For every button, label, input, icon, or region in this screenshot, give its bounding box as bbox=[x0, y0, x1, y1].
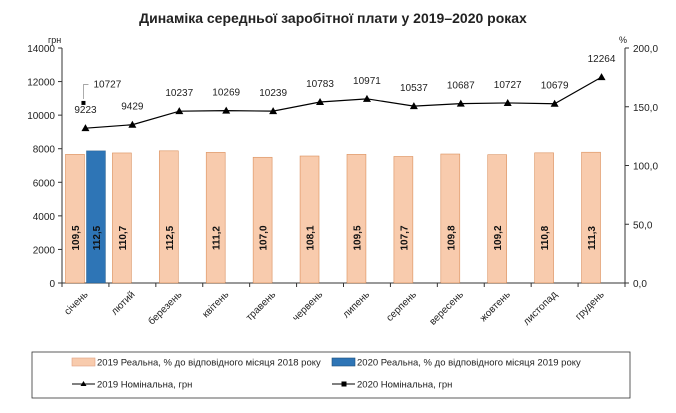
x-tick-label: грудень bbox=[573, 289, 606, 322]
left-tick-label: 6000 bbox=[33, 178, 56, 189]
bar-2019 bbox=[440, 153, 461, 284]
line-2019-nominal bbox=[85, 76, 602, 129]
x-tick-label: серпень bbox=[384, 289, 419, 324]
right-tick-label: 150,0 bbox=[633, 103, 658, 114]
line-2019-data-label: 10239 bbox=[259, 88, 287, 99]
bar-2019 bbox=[299, 155, 320, 284]
line-2019-marker bbox=[316, 97, 325, 105]
legend-box bbox=[31, 351, 631, 399]
bar-2019 bbox=[112, 152, 132, 284]
left-tick-label: 4000 bbox=[33, 212, 56, 223]
bar-data-label: 109,2 bbox=[493, 225, 504, 250]
legend-swatch bbox=[71, 357, 96, 367]
line-2019-marker bbox=[503, 98, 512, 106]
bar-2020 bbox=[86, 150, 106, 284]
line-2020-data-label: 10727 bbox=[93, 80, 121, 91]
bar-data-label: 107,0 bbox=[259, 225, 270, 250]
x-tick-label: травень bbox=[244, 289, 278, 323]
legend-swatch bbox=[331, 357, 356, 367]
bar-data-label: 112,5 bbox=[92, 225, 103, 250]
bar-2019 bbox=[158, 150, 179, 284]
right-axis-unit: % bbox=[619, 35, 627, 45]
x-tick-label: лютий bbox=[109, 289, 137, 317]
right-tick-label: 0,0 bbox=[633, 279, 647, 290]
right-tick-label: 200,0 bbox=[633, 44, 658, 55]
legend-label: 2019 Номінальна, грн bbox=[97, 380, 192, 391]
bar-data-label: 109,5 bbox=[71, 225, 82, 250]
bar-2019 bbox=[487, 154, 508, 284]
x-tick-label: січень bbox=[62, 289, 90, 317]
line-2019-marker bbox=[222, 106, 231, 114]
legend-square-marker bbox=[341, 381, 347, 387]
bar-data-label: 110,8 bbox=[540, 225, 551, 250]
bar-2019 bbox=[205, 152, 226, 284]
left-tick-label: 0 bbox=[49, 279, 55, 290]
line-2019-data-label: 10269 bbox=[212, 88, 240, 99]
x-tick-label: жовтень bbox=[478, 289, 513, 324]
x-tick-label: квітень bbox=[200, 289, 231, 320]
line-2019-data-label: 10727 bbox=[494, 80, 522, 91]
line-2019-marker bbox=[269, 107, 278, 115]
left-tick-label: 10000 bbox=[27, 111, 55, 122]
line-2019-data-label: 10971 bbox=[353, 76, 381, 87]
bar-data-label: 111,2 bbox=[212, 226, 223, 250]
bar-2019 bbox=[252, 156, 273, 284]
bar-data-label: 111,3 bbox=[587, 226, 598, 250]
bar-data-label: 112,5 bbox=[165, 225, 176, 250]
line-2019-data-label: 10537 bbox=[400, 83, 428, 94]
line-2019-data-label: 10783 bbox=[306, 79, 334, 90]
line-2019-marker bbox=[456, 99, 465, 107]
line-2019-data-label: 10237 bbox=[165, 88, 193, 99]
bar-2019 bbox=[393, 156, 414, 284]
bar-data-label: 109,5 bbox=[352, 225, 363, 250]
legend-label: 2020 Номінальна, грн bbox=[357, 380, 452, 391]
x-tick-label: вересень bbox=[428, 289, 466, 327]
left-tick-label: 8000 bbox=[33, 145, 56, 156]
line-2020-marker bbox=[81, 100, 86, 105]
line-2019-marker bbox=[597, 73, 606, 81]
line-2019-marker bbox=[362, 94, 371, 102]
line-2019-marker bbox=[550, 99, 559, 107]
bar-data-label: 108,1 bbox=[306, 225, 317, 250]
left-axis-unit: грн bbox=[48, 35, 61, 45]
line-2019-data-label: 10679 bbox=[541, 81, 569, 92]
x-tick-label: липень bbox=[341, 289, 372, 320]
legend-label: 2020 Реальна, % до відповідного місяця 2… bbox=[357, 358, 581, 369]
line-2019-data-label: 9429 bbox=[121, 102, 144, 113]
line-2019-data-label: 10687 bbox=[447, 81, 475, 92]
right-tick-label: 50,0 bbox=[633, 220, 653, 231]
bar-data-label: 109,8 bbox=[446, 225, 457, 250]
bar-data-label: 110,7 bbox=[118, 225, 129, 250]
x-tick-label: листопад bbox=[521, 289, 559, 327]
line-2019-data-label: 12264 bbox=[588, 54, 616, 65]
line-2019-data-label: 9223 bbox=[74, 105, 97, 116]
line-2019-marker bbox=[128, 120, 137, 128]
line-2019-marker bbox=[175, 107, 184, 115]
right-tick-label: 100,0 bbox=[633, 162, 658, 173]
left-tick-label: 2000 bbox=[33, 245, 56, 256]
data-label-leader bbox=[83, 84, 89, 99]
x-tick-label: березень bbox=[146, 289, 185, 328]
bar-2019 bbox=[346, 154, 367, 284]
line-2019-marker bbox=[409, 102, 418, 110]
legend-label: 2019 Реальна, % до відповідного місяця 2… bbox=[97, 358, 321, 369]
bar-data-label: 107,7 bbox=[399, 225, 410, 250]
bar-2019 bbox=[581, 151, 601, 284]
chart-title: Динаміка середньої заробітної плати у 20… bbox=[139, 10, 527, 26]
left-tick-label: 14000 bbox=[27, 44, 55, 55]
x-tick-label: червень bbox=[291, 289, 326, 324]
legend-triangle-marker bbox=[80, 381, 87, 386]
bar-2019 bbox=[65, 154, 85, 284]
left-tick-label: 12000 bbox=[27, 78, 55, 89]
line-2019-marker bbox=[81, 124, 90, 132]
bar-2019 bbox=[534, 152, 554, 284]
